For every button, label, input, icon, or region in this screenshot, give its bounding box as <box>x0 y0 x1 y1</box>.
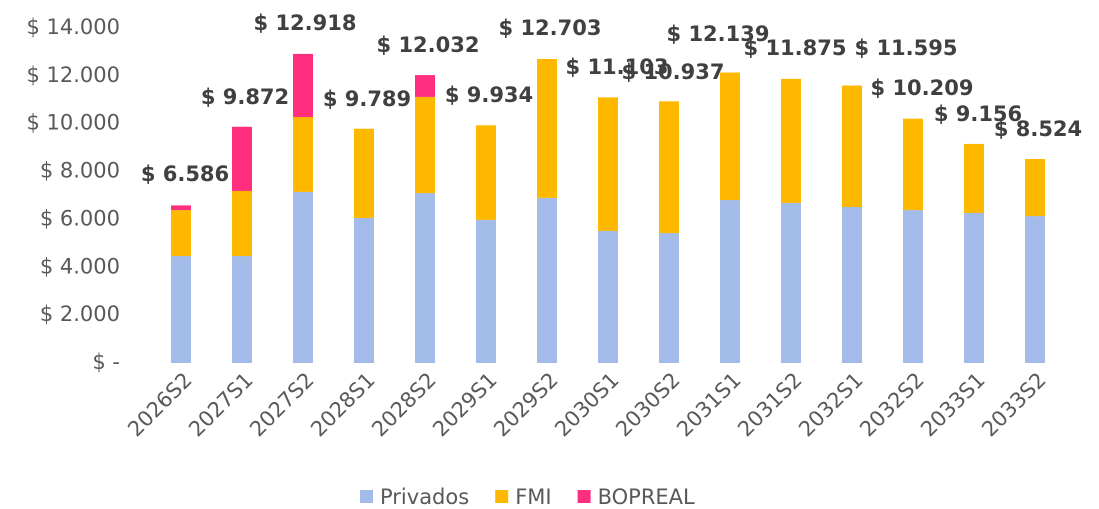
bar-segment <box>598 230 618 363</box>
total-label: $ 10.209 <box>871 76 974 100</box>
total-label: $ 8.524 <box>994 117 1082 141</box>
y-tick-label: $ 2.000 <box>40 302 120 326</box>
bar-segment <box>476 219 496 363</box>
bar-segment <box>781 202 801 363</box>
x-tick-label: 2028S2 <box>367 368 441 442</box>
x-tick-label: 2027S2 <box>245 368 319 442</box>
x-tick-label: 2029S2 <box>489 368 563 442</box>
x-tick-label: 2031S2 <box>733 368 807 442</box>
y-tick-label: $ 12.000 <box>26 63 120 87</box>
x-tick-label: 2027S1 <box>184 368 258 442</box>
y-tick-label: $ 10.000 <box>26 111 120 135</box>
bar-segment <box>903 210 923 363</box>
bar-segment <box>964 143 984 213</box>
legend-swatch <box>577 490 591 503</box>
x-tick-label: 2028S1 <box>306 368 380 442</box>
y-tick-label: $ 8.000 <box>40 159 120 183</box>
bar-segment <box>1025 159 1045 217</box>
bar-segment <box>537 59 557 198</box>
legend-label: Privados <box>380 485 469 509</box>
legend-swatch <box>360 490 373 503</box>
bar-segment <box>964 212 984 363</box>
total-label: $ 12.703 <box>499 16 602 40</box>
bar-segment <box>1025 216 1045 363</box>
bar-segment <box>415 75 435 97</box>
bar-segment <box>598 97 618 231</box>
total-label: $ 6.586 <box>141 162 229 186</box>
total-label: $ 12.918 <box>254 11 357 35</box>
x-tick-label: 2033S2 <box>977 368 1051 442</box>
total-label: $ 11.103 <box>566 55 669 79</box>
total-label: $ 12.032 <box>377 33 480 57</box>
bar-segment <box>720 72 740 201</box>
total-label: $ 11.595 <box>855 36 958 60</box>
bar-segment <box>171 256 191 363</box>
total-label: $ 9.872 <box>201 85 289 109</box>
bar-segment <box>842 85 862 207</box>
total-label: $ 11.875 <box>744 36 847 60</box>
x-tick-label: 2030S1 <box>550 368 624 442</box>
legend-label: BOPREAL <box>598 485 695 509</box>
bar-segment <box>232 256 252 363</box>
x-tick-label: 2031S1 <box>672 368 746 442</box>
bar-segment <box>659 233 679 363</box>
bar-segment <box>232 126 252 191</box>
total-label: $ 9.934 <box>445 83 533 107</box>
legend-swatch <box>495 490 509 503</box>
bar-segment <box>293 191 313 363</box>
y-tick-label: $ 4.000 <box>40 254 120 278</box>
x-tick-label: 2033S1 <box>916 368 990 442</box>
bar-segment <box>842 206 862 363</box>
total-label: $ 10.937 <box>622 60 725 84</box>
bar-segment <box>537 197 557 363</box>
y-tick-label: $ 6.000 <box>40 206 120 230</box>
bar-segment <box>659 101 679 234</box>
total-label: $ 12.139 <box>667 22 770 46</box>
x-tick-label: 2032S1 <box>794 368 868 442</box>
total-label: $ 9.156 <box>934 102 1022 126</box>
bar-segment <box>354 128 374 218</box>
legend-label: FMI <box>515 485 551 509</box>
bar-segment <box>720 200 740 363</box>
bar-segment <box>232 190 252 257</box>
bar-segment <box>354 217 374 363</box>
bar-segment <box>476 125 496 220</box>
bar-segment <box>293 53 313 118</box>
bar-segment <box>415 96 435 194</box>
bar-segment <box>781 78 801 203</box>
y-tick-label: $ 14.000 <box>26 15 120 39</box>
bar-segment <box>171 210 191 257</box>
bar-segment <box>293 117 313 192</box>
x-tick-label: 2026S2 <box>123 368 197 442</box>
total-label: $ 9.789 <box>323 87 411 111</box>
bar-segment <box>415 193 435 363</box>
x-tick-label: 2030S2 <box>611 368 685 442</box>
x-tick-label: 2032S2 <box>855 368 929 442</box>
bar-segment <box>171 205 191 211</box>
x-tick-label: 2029S1 <box>428 368 502 442</box>
bar-segment <box>903 118 923 211</box>
y-tick-label: $ - <box>92 350 120 374</box>
